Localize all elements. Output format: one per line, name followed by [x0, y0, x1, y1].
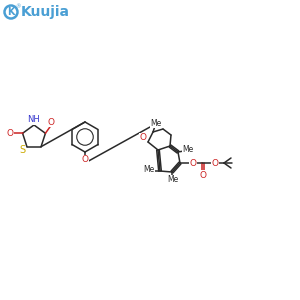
Text: ®: ®: [16, 4, 21, 9]
Text: O: O: [212, 158, 218, 167]
Text: O: O: [190, 158, 196, 167]
Text: O: O: [200, 170, 206, 179]
Text: K: K: [7, 7, 15, 17]
Text: Me: Me: [150, 118, 162, 127]
Text: Me: Me: [182, 146, 194, 154]
Text: Kuujia: Kuujia: [21, 5, 70, 19]
Text: S: S: [19, 145, 25, 155]
Text: Me: Me: [167, 176, 178, 184]
Text: NH: NH: [28, 116, 40, 124]
Text: O: O: [82, 155, 88, 164]
Text: O: O: [48, 118, 55, 127]
Text: Me: Me: [143, 166, 155, 175]
Text: O: O: [6, 129, 13, 138]
Text: O: O: [140, 134, 146, 142]
